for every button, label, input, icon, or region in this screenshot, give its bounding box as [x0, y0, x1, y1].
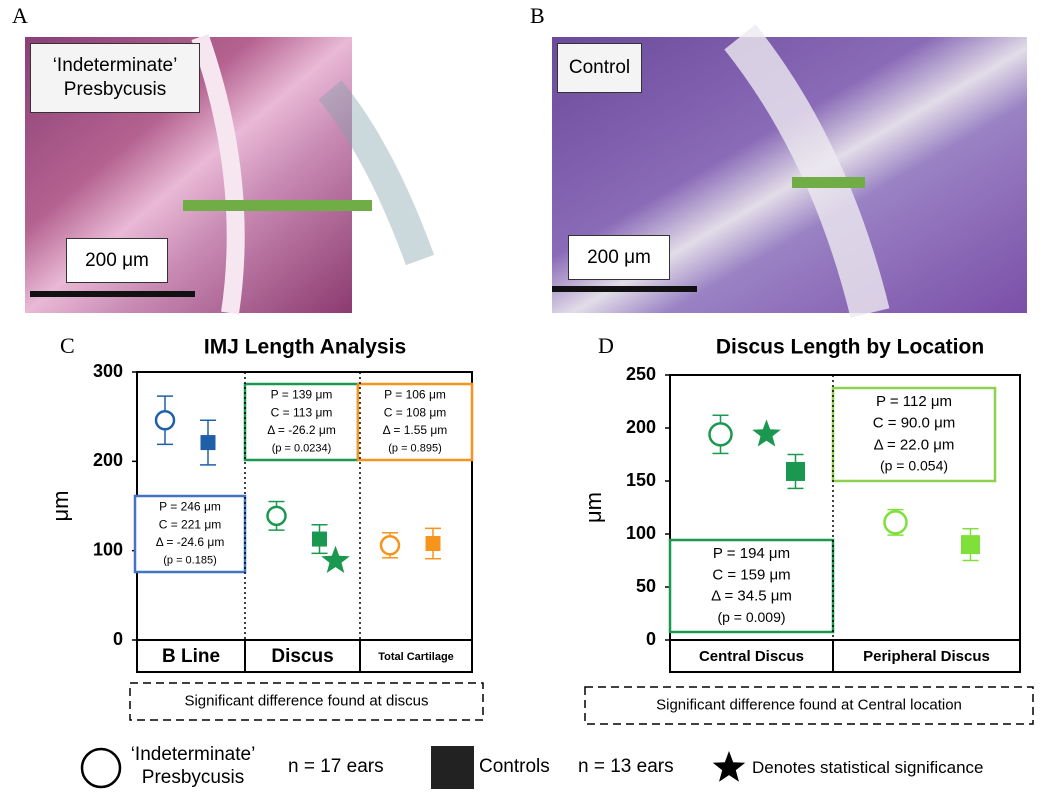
category-row — [669, 639, 1021, 673]
significance-star — [321, 545, 350, 573]
annotation-text: P = 106 μm — [384, 388, 446, 402]
legend-label: Controls — [479, 756, 550, 777]
point — [883, 510, 908, 535]
measure-bar — [792, 177, 865, 188]
panel-letter: B — [530, 3, 545, 28]
y-tick-label: 200 — [626, 417, 656, 437]
y-tick-label: 150 — [626, 470, 656, 490]
y-tick-label: 300 — [93, 361, 123, 381]
scale-label: 200 μm — [568, 235, 670, 280]
annotation-text: C = 221 μm — [159, 517, 222, 531]
y-tick-label: 0 — [646, 629, 656, 649]
annotation-text: P = 112 μm — [876, 393, 952, 410]
significance-star — [752, 419, 781, 447]
legend-note: n = 13 ears — [578, 756, 674, 777]
y-tick-label: 50 — [636, 576, 656, 596]
image-label: ‘Indeterminate’ Presbycusis — [30, 43, 200, 113]
annotation-text: Δ = -24.6 μm — [156, 535, 225, 549]
x-tick-label: Discus — [271, 646, 333, 667]
y-tick-label: 250 — [626, 364, 656, 384]
annotation-text: C = 159 μm — [712, 566, 790, 583]
annotation-box — [831, 386, 997, 483]
annotation-box — [356, 382, 474, 462]
annotation-text: (p = 0.895) — [388, 442, 442, 454]
x-tick-label: Total Cartilage — [378, 651, 454, 663]
measure-bar — [183, 200, 372, 211]
point — [425, 536, 441, 552]
annotation-text: (p = 0.054) — [880, 458, 948, 474]
y-axis-label: μm — [581, 492, 606, 523]
annotation-text: (p = 0.009) — [717, 609, 785, 625]
scale-label: 200 μm — [66, 238, 168, 283]
tissue-band — [318, 80, 435, 266]
legend-marker — [712, 751, 746, 782]
x-tick-label: Peripheral Discus — [863, 648, 990, 665]
point — [266, 505, 287, 527]
point — [379, 535, 401, 556]
point — [312, 531, 327, 547]
y-axis-label: μm — [48, 490, 73, 521]
legend-note: n = 17 ears — [288, 756, 384, 777]
annotation-text: (p = 0.185) — [163, 554, 217, 566]
annotation-box — [668, 538, 835, 634]
x-tick-label: Central Discus — [699, 648, 804, 665]
annotation-box — [133, 494, 247, 574]
tissue-band — [724, 24, 890, 318]
annotation-text: (p = 0.0234) — [272, 442, 332, 454]
legend-marker — [431, 746, 474, 789]
annotation-text: C = 90.0 μm — [873, 415, 955, 432]
category-row — [136, 639, 473, 673]
chart-title: Discus Length by Location — [716, 336, 984, 359]
footnote: Significant difference found at Central … — [656, 696, 962, 713]
tissue-band — [191, 34, 245, 315]
y-tick-label: 0 — [113, 629, 123, 649]
annotation-text: P = 194 μm — [713, 545, 790, 562]
annotation-text: C = 113 μm — [271, 405, 333, 419]
annotation-text: Δ = 22.0 μm — [874, 436, 955, 453]
footnote-box — [584, 686, 1034, 725]
panel-letter: A — [12, 3, 28, 28]
annotation-text: P = 139 μm — [271, 388, 333, 402]
annotation-text: Δ = 1.55 μm — [383, 423, 448, 437]
legend-marker — [80, 747, 122, 789]
y-tick-label: 100 — [626, 523, 656, 543]
panel-letter: D — [598, 333, 614, 358]
annotation-text: C = 108 μm — [384, 405, 447, 419]
annotation-text: Δ = 34.5 μm — [711, 588, 792, 605]
panel-letter: C — [60, 333, 75, 358]
annotation-text: P = 246 μm — [159, 500, 221, 514]
y-tick-label: 100 — [93, 539, 123, 559]
footnote-box — [129, 682, 484, 721]
point — [961, 535, 980, 555]
point — [786, 461, 805, 481]
chart-title: IMJ Length Analysis — [204, 336, 406, 359]
legend-label: Denotes statistical significance — [752, 758, 984, 777]
y-tick-label: 200 — [93, 450, 123, 470]
point — [154, 409, 176, 431]
image-label: Control — [557, 43, 642, 93]
annotation-text: Δ = -26.2 μm — [267, 423, 336, 437]
point — [708, 422, 733, 447]
scale-bar — [552, 286, 697, 292]
scale-bar — [30, 291, 195, 297]
point — [200, 435, 216, 451]
x-tick-label: B Line — [162, 646, 220, 667]
footnote: Significant difference found at discus — [184, 692, 428, 709]
legend-label: ‘Indeterminate’ Presbycusis — [130, 744, 256, 788]
